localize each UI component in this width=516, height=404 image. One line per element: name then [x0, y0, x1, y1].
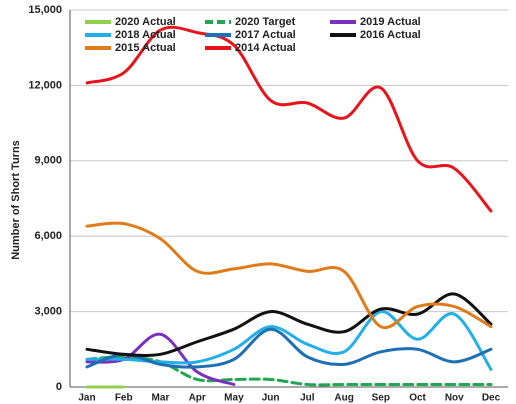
x-tick-label: Sep [372, 393, 390, 404]
y-tick-label: 12,000 [28, 79, 62, 91]
y-axis-label: Number of Short Turns [10, 140, 22, 260]
y-tick-label: 6,000 [34, 230, 62, 242]
y-tick-label: 3,000 [34, 306, 62, 318]
x-tick-label: Feb [115, 393, 133, 404]
x-tick-label: Aug [334, 393, 353, 404]
series-line [85, 221, 493, 330]
series-line [85, 310, 493, 371]
legend-label: 2017 Actual [235, 29, 296, 41]
legend-label: 2015 Actual [115, 42, 176, 54]
series-line [85, 327, 493, 369]
legend-label: 2014 Actual [235, 42, 296, 54]
legend-label: 2020 Actual [115, 16, 176, 28]
x-tick-label: Apr [189, 393, 206, 404]
x-tick-label: Dec [482, 393, 501, 404]
y-tick-label: 0 [56, 381, 62, 393]
legend-label: 2020 Target [235, 16, 296, 28]
x-tick-label: Mar [152, 393, 170, 404]
series-line [85, 332, 236, 386]
series-line [85, 25, 493, 213]
x-tick-label: Jun [262, 393, 280, 404]
series-line [85, 292, 493, 357]
legend-label: 2016 Actual [360, 29, 421, 41]
x-tick-label: Oct [409, 393, 426, 404]
x-tick-label: Jul [300, 393, 315, 404]
x-tick-label: May [224, 393, 244, 404]
x-tick-label: Jan [78, 393, 95, 404]
legend-label: 2018 Actual [115, 29, 176, 41]
y-tick-label: 9,000 [34, 155, 62, 167]
legend-label: 2019 Actual [360, 16, 421, 28]
y-tick-label: 15,000 [28, 4, 62, 16]
x-tick-label: Nov [445, 393, 464, 404]
